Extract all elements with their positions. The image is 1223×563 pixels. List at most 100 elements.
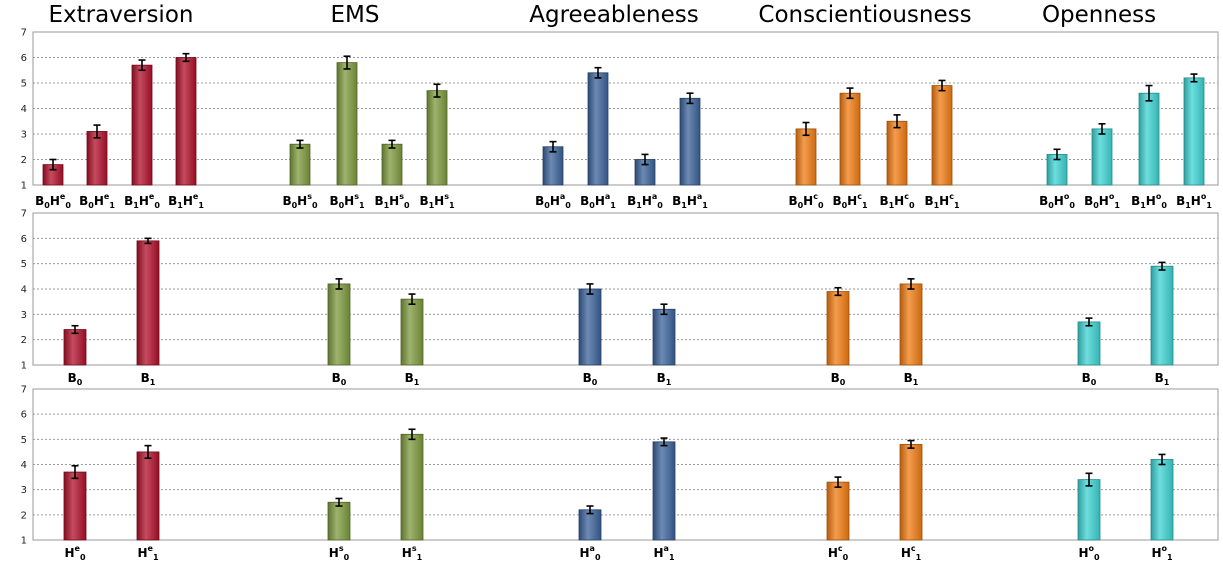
top-category-label-conscientiousness-2: B1Hc0 <box>879 192 915 210</box>
top-category-label-ems-3: B1Hs1 <box>419 192 455 210</box>
bottom-y-tick-label: 3 <box>21 485 27 496</box>
title-openness: Openness <box>1041 2 1157 28</box>
top-category-label-ems-1: B0Hs1 <box>329 192 365 210</box>
middle-error-bar-agreeableness-1 <box>660 303 668 316</box>
middle-bar-openness-1 <box>1150 265 1174 366</box>
middle-bar-extraversion-1 <box>136 240 160 366</box>
top-category-label-conscientiousness-0: B0Hc0 <box>788 192 824 210</box>
bottom-error-bar-agreeableness-0 <box>586 505 594 515</box>
bottom-error-bar-openness-1 <box>1158 453 1166 466</box>
middle-category-label-ems-0: B0 <box>332 371 347 387</box>
middle-y-tick-label: 1 <box>21 361 27 372</box>
top-category-label-openness-2: B1Ho0 <box>1131 192 1167 210</box>
middle-error-bar-openness-0 <box>1085 317 1093 327</box>
bottom-error-bar-conscientiousness-0 <box>834 476 842 488</box>
middle-category-label-conscientiousness-0: B0 <box>831 371 846 387</box>
top-bar-ems-1 <box>336 62 358 186</box>
bottom-category-label-conscientiousness-0: Hc0 <box>828 544 849 562</box>
top-category-label-agreeableness-3: B1Ha1 <box>672 192 708 210</box>
bottom-category-label-ems-1: Hs1 <box>402 544 423 562</box>
middle-bar-ems-1 <box>400 298 424 366</box>
top-error-bar-openness-1 <box>1098 123 1106 135</box>
bottom-category-label-agreeableness-1: Ha1 <box>653 544 674 562</box>
middle-category-label-extraversion-0: B0 <box>68 371 83 387</box>
bottom-error-bar-ems-1 <box>408 428 416 441</box>
top-bar-conscientiousness-2 <box>886 120 908 186</box>
top-bar-agreeableness-1 <box>587 72 609 186</box>
bottom-category-label-openness-1: Ho1 <box>1151 544 1173 562</box>
bottom-y-tick-label: 6 <box>21 410 27 421</box>
top-error-bar-conscientiousness-1 <box>846 87 854 100</box>
top-category-label-extraversion-3: B1He1 <box>168 192 204 210</box>
middle-category-label-agreeableness-0: B0 <box>583 371 598 387</box>
middle-error-bar-extraversion-1 <box>144 237 152 245</box>
top-bar-extraversion-2 <box>131 64 153 186</box>
middle-category-label-agreeableness-1: B1 <box>657 371 672 387</box>
top-bar-extraversion-3 <box>175 57 197 186</box>
top-y-tick-label: 7 <box>21 28 27 39</box>
bottom-y-tick-label: 2 <box>21 510 27 521</box>
bottom-error-bar-agreeableness-1 <box>660 437 668 447</box>
top-error-bar-openness-2 <box>1145 84 1153 102</box>
top-category-label-extraversion-0: B0He0 <box>35 192 71 210</box>
bottom-y-tick-label: 5 <box>21 435 27 446</box>
bottom-error-bar-conscientiousness-1 <box>907 439 915 449</box>
middle-bar-openness-0 <box>1077 321 1101 366</box>
top-bar-agreeableness-3 <box>679 97 701 186</box>
middle-bar-ems-0 <box>327 283 351 366</box>
bottom-error-bar-extraversion-0 <box>71 464 79 480</box>
top-category-label-ems-2: B1Hs0 <box>374 192 410 210</box>
top-category-label-agreeableness-1: B0Ha1 <box>580 192 616 210</box>
top-y-tick-label: 5 <box>21 79 27 90</box>
middle-error-bar-conscientiousness-0 <box>834 286 842 297</box>
middle-error-bar-conscientiousness-1 <box>907 278 915 290</box>
middle-error-bar-ems-1 <box>408 293 416 306</box>
middle-category-label-extraversion-1: B1 <box>141 371 156 387</box>
top-error-bar-openness-3 <box>1190 73 1198 83</box>
middle-category-label-openness-1: B1 <box>1155 371 1170 387</box>
top-y-tick-label: 6 <box>21 53 27 64</box>
top-y-tick-label: 4 <box>21 104 27 115</box>
bottom-category-label-extraversion-0: He0 <box>64 544 85 562</box>
bottom-bar-extraversion-0 <box>63 471 87 541</box>
top-error-bar-conscientiousness-0 <box>802 121 810 137</box>
title-conscientiousness: Conscientiousness <box>758 2 972 28</box>
middle-bar-conscientiousness-0 <box>826 291 850 366</box>
top-error-bar-agreeableness-3 <box>686 92 694 105</box>
bottom-y-tick-label: 4 <box>21 460 27 471</box>
top-error-bar-ems-2 <box>388 139 396 149</box>
top-bar-openness-2 <box>1138 92 1160 186</box>
top-category-label-ems-0: B0Hs0 <box>282 192 318 210</box>
bottom-y-tick-label: 7 <box>21 385 27 396</box>
bottom-category-label-ems-0: Hs0 <box>329 544 350 562</box>
middle-y-tick-label: 6 <box>21 234 27 245</box>
top-category-label-openness-0: B0Ho0 <box>1039 192 1075 210</box>
bottom-bar-conscientiousness-0 <box>826 481 850 541</box>
bottom-bar-openness-1 <box>1150 459 1174 541</box>
bottom-error-bar-extraversion-1 <box>144 444 152 460</box>
middle-category-label-ems-1: B1 <box>405 371 420 387</box>
middle-bar-agreeableness-1 <box>652 308 676 366</box>
middle-error-bar-openness-1 <box>1158 261 1166 271</box>
bottom-y-tick-label: 1 <box>21 536 27 547</box>
middle-y-tick-label: 2 <box>21 335 27 346</box>
bottom-category-label-extraversion-1: He1 <box>137 544 158 562</box>
top-error-bar-extraversion-3 <box>182 52 190 63</box>
bottom-bar-openness-0 <box>1077 479 1101 541</box>
top-error-bar-agreeableness-2 <box>641 153 649 166</box>
top-bar-conscientiousness-3 <box>931 85 953 186</box>
middle-category-label-conscientiousness-1: B1 <box>904 371 919 387</box>
top-category-label-openness-3: B1Ho1 <box>1176 192 1212 210</box>
middle-error-bar-agreeableness-0 <box>586 283 594 295</box>
title-ems: EMS <box>330 2 380 28</box>
top-bar-openness-3 <box>1183 77 1205 186</box>
top-category-label-agreeableness-2: B1Ha0 <box>627 192 663 210</box>
top-bar-ems-0 <box>289 143 311 186</box>
top-error-bar-ems-3 <box>433 83 441 98</box>
top-y-tick-label: 1 <box>21 181 27 192</box>
bottom-bar-agreeableness-1 <box>652 441 676 541</box>
middle-category-label-openness-0: B0 <box>1082 371 1097 387</box>
bottom-error-bar-openness-0 <box>1085 472 1093 487</box>
bottom-bar-extraversion-1 <box>136 451 160 541</box>
